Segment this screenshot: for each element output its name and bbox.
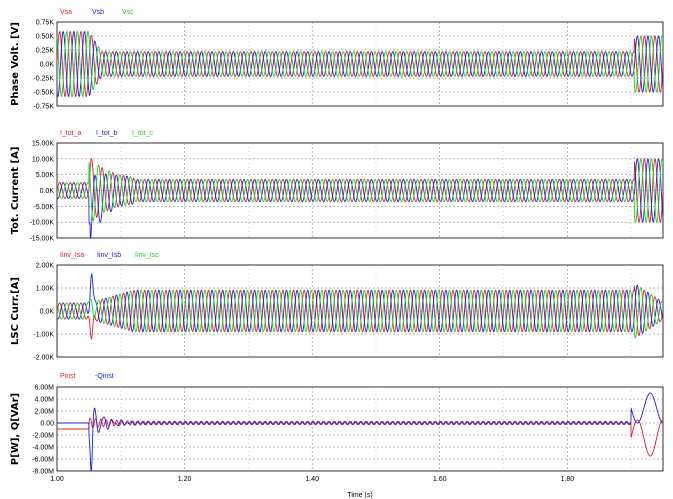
y-tick-label: -6.00M xyxy=(32,457,54,464)
panel-1: 0.75K 0.50K 0.25K 0.0K -0.25K -0.50K -0.75K Pha… xyxy=(10,9,664,111)
series-i-tot-b xyxy=(57,158,663,238)
series-vsc xyxy=(57,30,663,98)
legend-i-tot-a: I_tot_a xyxy=(60,130,82,137)
y-tick-label: 2.00M xyxy=(35,409,55,416)
y-tick-label: 5.00K xyxy=(36,172,55,179)
y-tick-label: -2.00M xyxy=(32,433,54,440)
x-tick-label: 1.80 xyxy=(561,476,575,483)
panel-3: 2.00K 1.00K 0.0K -1.00K -2.00K LSC Curr.[A] Ii… xyxy=(10,252,664,362)
x-tick-label: 1.60 xyxy=(433,476,447,483)
series-iinv-isc xyxy=(57,286,663,339)
legend-vsc: Vsc xyxy=(122,9,134,16)
y-tick-label: -4.00M xyxy=(32,445,54,452)
x-tick-label: 1.00 xyxy=(50,476,64,483)
legend-vsa: Vsa xyxy=(60,9,72,16)
series-pinst xyxy=(57,417,663,457)
y-tick-label: 0.0K xyxy=(40,309,55,316)
y-tick-label: 0.0K xyxy=(40,62,55,69)
legend-iinv-isc: Iinv_Isc xyxy=(135,252,159,259)
legend-i-tot-c: I_tot_c xyxy=(132,130,154,137)
y-tick-label: -0.75K xyxy=(33,104,54,111)
plot-frame xyxy=(56,386,664,472)
y-tick-label: 0.50K xyxy=(36,34,55,41)
y-tick-label: 0.25K xyxy=(36,48,55,55)
legend-iinv-isb: Iinv_Isb xyxy=(97,252,121,259)
y-tick-label: 15.00K xyxy=(32,141,55,148)
y-tick-label: 0.75K xyxy=(36,20,55,27)
y-axis-label: P[W], Q[VAr] xyxy=(10,393,21,465)
y-tick-label: 6.00M xyxy=(35,385,55,392)
x-axis-label: Time (s) xyxy=(347,492,372,499)
y-axis-label: LSC Curr.[A] xyxy=(10,277,21,345)
x-tick-label: 1.20 xyxy=(178,476,192,483)
y-tick-label: -5.00K xyxy=(33,204,54,211)
y-tick-label: -15.00K xyxy=(29,236,54,243)
series-i-tot-c xyxy=(57,158,663,223)
legend-i-tot-b: I_tot_b xyxy=(96,130,118,137)
series-iinv-isb xyxy=(57,273,663,334)
panel-2: 15.00K 10.00K 5.00K 0.0K -5.00K -10.00K -15.00… xyxy=(10,130,664,243)
legend--qinst: -Qinst xyxy=(95,373,114,380)
legend-pinst: Pinst xyxy=(60,373,76,380)
panel-4: 6.00M 4.00M 2.00M 0.00 -2.00M -4.00M -6.00M -8.… xyxy=(10,373,664,476)
series-i-tot-a xyxy=(57,158,663,223)
y-tick-label: -10.00K xyxy=(29,220,54,227)
y-tick-label: 10.00K xyxy=(32,156,55,163)
y-tick-label: 1.00K xyxy=(36,286,55,293)
y-tick-label: 4.00M xyxy=(35,397,55,404)
y-axis-label: Phase Volt. [V] xyxy=(10,22,21,106)
y-tick-label: -1.00K xyxy=(33,332,54,339)
y-tick-label: 0.0K xyxy=(40,188,55,195)
series-vsb xyxy=(57,30,663,98)
legend-iinv-isa: Iinv_Isa xyxy=(60,252,84,259)
series-iinv-isa xyxy=(57,285,663,340)
y-axis-label: Tot. Current [A] xyxy=(10,147,21,235)
y-tick-label: -2.00K xyxy=(33,355,54,362)
y-tick-label: -8.00M xyxy=(32,469,54,476)
y-tick-label: 2.00K xyxy=(36,263,55,270)
y-tick-label: -0.25K xyxy=(33,76,54,83)
y-tick-label: 0.00 xyxy=(40,421,54,428)
series--qinst xyxy=(57,392,663,471)
series-vsa xyxy=(57,30,663,98)
legend-vsb: Vsb xyxy=(92,9,104,16)
x-tick-label: 1.40 xyxy=(305,476,319,483)
y-tick-label: -0.50K xyxy=(33,90,54,97)
